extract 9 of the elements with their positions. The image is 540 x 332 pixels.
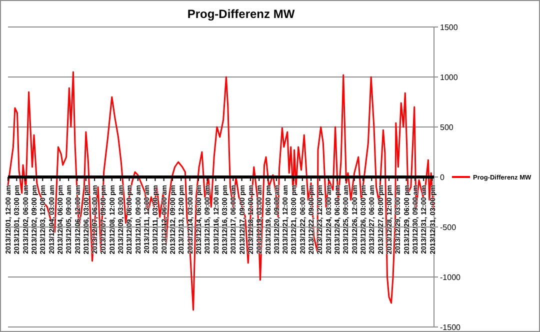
y-tick-label: -1000 xyxy=(440,272,462,282)
y-tick-label: 500 xyxy=(440,122,454,132)
chart-title: Prog-Differenz MW xyxy=(187,7,296,21)
y-tick-label: -500 xyxy=(440,222,457,232)
y-tick-label: -1500 xyxy=(440,322,462,332)
y-tick-label: 1500 xyxy=(440,22,458,32)
y-tick-label: 1000 xyxy=(440,72,458,82)
line-series xyxy=(7,71,434,311)
y-tick-label: 0 xyxy=(440,172,445,182)
